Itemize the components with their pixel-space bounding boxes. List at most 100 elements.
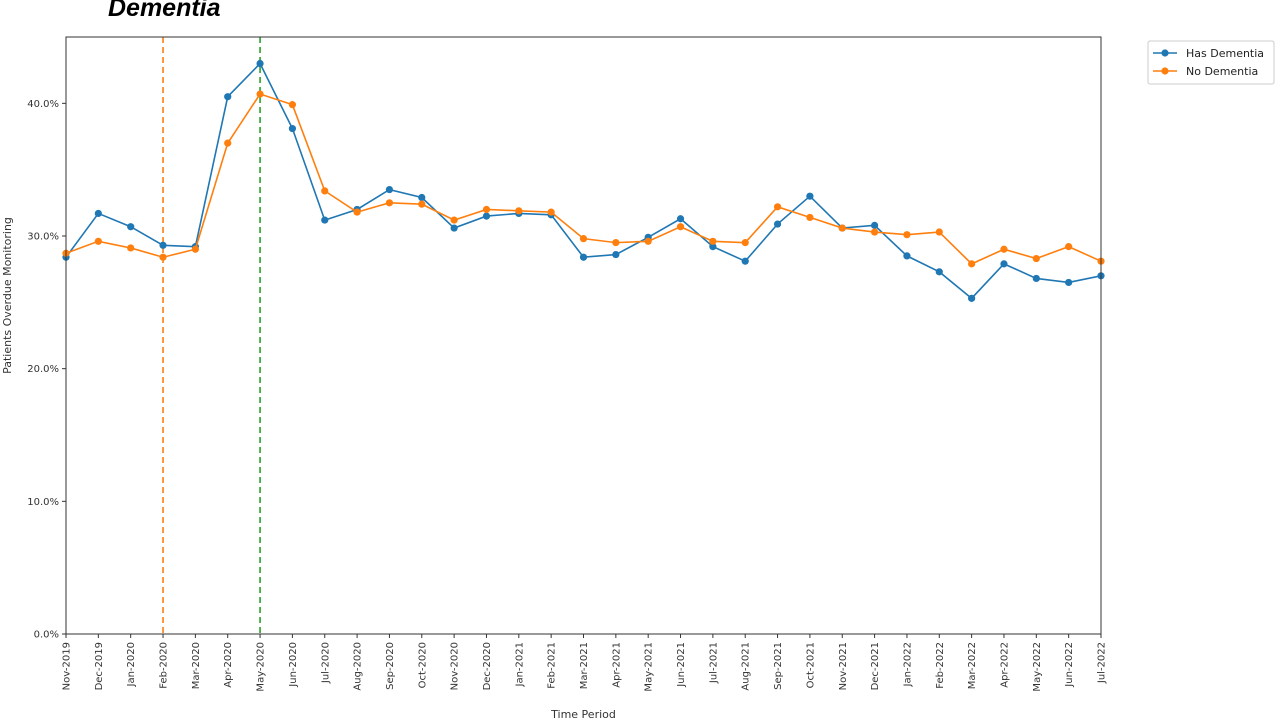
data-point xyxy=(709,243,717,251)
x-tick-label: Mar-2021 xyxy=(579,642,590,689)
data-point xyxy=(256,90,264,98)
x-tick-label: May-2021 xyxy=(644,642,655,692)
data-point xyxy=(870,228,879,236)
x-tick-label: May-2020 xyxy=(256,642,267,692)
legend-label-1: Has Dementia xyxy=(1186,47,1264,60)
y-tick-label: 0.0% xyxy=(34,630,59,641)
data-point xyxy=(127,244,135,252)
data-point xyxy=(1032,274,1040,283)
data-point xyxy=(612,239,620,247)
data-point xyxy=(903,252,911,260)
data-point xyxy=(1000,245,1008,253)
data-point xyxy=(482,205,491,214)
data-point xyxy=(94,237,102,245)
x-tick-label: Jun-2021 xyxy=(676,642,687,688)
data-point xyxy=(256,59,264,68)
x-tick-label: Nov-2020 xyxy=(450,642,461,690)
x-tick-label: Aug-2020 xyxy=(353,642,364,691)
data-point xyxy=(385,199,394,207)
x-tick-label: Jul-2021 xyxy=(708,642,719,684)
x-tick-label: Jul-2022 xyxy=(1097,642,1108,684)
data-point xyxy=(773,220,782,228)
data-point xyxy=(191,245,199,253)
data-point xyxy=(1000,260,1008,268)
x-tick-label: May-2022 xyxy=(1032,642,1043,692)
x-tick-label: Dec-2020 xyxy=(482,642,493,690)
x-tick-label: Apr-2020 xyxy=(223,642,234,688)
data-point xyxy=(321,187,329,195)
data-point xyxy=(450,216,458,224)
data-point xyxy=(870,221,879,229)
data-point xyxy=(968,294,976,302)
y-tick-label: 20.0% xyxy=(27,364,59,375)
y-axis-label: Patients Overdue Monitoring xyxy=(1,217,14,374)
data-point xyxy=(159,241,167,249)
data-point xyxy=(224,93,232,101)
data-point xyxy=(741,239,749,247)
plot-area xyxy=(62,37,1105,634)
data-point xyxy=(579,235,588,243)
x-tick-label: Oct-2021 xyxy=(805,642,816,688)
x-tick-label: Apr-2022 xyxy=(999,642,1010,688)
x-tick-label: Jul-2020 xyxy=(320,642,331,684)
x-tick-label: Oct-2020 xyxy=(417,642,428,688)
data-point xyxy=(773,203,782,211)
data-point xyxy=(450,224,458,232)
data-point xyxy=(676,223,685,231)
data-point xyxy=(418,193,426,202)
data-point xyxy=(709,237,717,245)
x-tick-label: Dec-2021 xyxy=(870,642,881,690)
x-tick-label: Jun-2020 xyxy=(288,642,299,688)
data-point xyxy=(288,101,297,109)
data-point xyxy=(482,212,491,220)
y-tick-label: 40.0% xyxy=(27,99,59,110)
x-tick-label: Nov-2021 xyxy=(838,642,849,690)
legend: Has Dementia No Dementia xyxy=(1147,40,1275,85)
legend-marker-2 xyxy=(1161,67,1169,75)
data-point xyxy=(1065,278,1073,287)
data-point xyxy=(224,139,232,147)
data-point xyxy=(806,213,814,222)
x-tick-label: Sep-2020 xyxy=(385,642,396,690)
data-point xyxy=(903,231,911,239)
x-tick-label: Apr-2021 xyxy=(611,642,622,688)
data-point xyxy=(935,228,943,236)
x-tick-label: Feb-2022 xyxy=(935,642,946,689)
data-point xyxy=(676,215,685,223)
x-tick-label: Feb-2021 xyxy=(547,642,558,689)
data-point xyxy=(644,237,652,245)
data-point xyxy=(94,209,102,218)
data-point xyxy=(968,260,976,268)
data-point xyxy=(806,192,814,200)
x-tick-label: Sep-2021 xyxy=(773,642,784,690)
data-point xyxy=(741,257,749,265)
x-axis-label: Time Period xyxy=(550,708,616,721)
data-point xyxy=(321,216,329,224)
data-point xyxy=(547,208,555,216)
legend-label-2: No Dementia xyxy=(1186,65,1258,78)
x-tick-label: Nov-2019 xyxy=(62,642,73,690)
x-tick-label: Jan-2020 xyxy=(126,642,137,687)
data-point xyxy=(515,207,523,215)
y-tick-label: 30.0% xyxy=(27,232,59,243)
x-tick-label: Jun-2022 xyxy=(1064,642,1075,688)
x-tick-label: Mar-2022 xyxy=(967,642,978,689)
data-point xyxy=(1032,254,1040,263)
data-point xyxy=(418,200,426,208)
data-point xyxy=(353,208,361,216)
data-point xyxy=(127,223,135,231)
y-tick-label: 10.0% xyxy=(27,497,59,508)
x-tick-label: Dec-2019 xyxy=(94,642,105,690)
data-point xyxy=(1065,243,1073,251)
data-point xyxy=(579,253,588,261)
data-point xyxy=(288,124,297,133)
x-tick-label: Jan-2022 xyxy=(902,642,913,687)
x-tick-label: Feb-2020 xyxy=(159,642,170,689)
data-point xyxy=(159,253,167,261)
x-tick-label: Aug-2021 xyxy=(741,642,752,691)
data-point xyxy=(612,250,620,259)
data-point xyxy=(838,224,846,232)
legend-box xyxy=(1147,40,1275,85)
x-tick-label: Jan-2021 xyxy=(514,642,525,687)
